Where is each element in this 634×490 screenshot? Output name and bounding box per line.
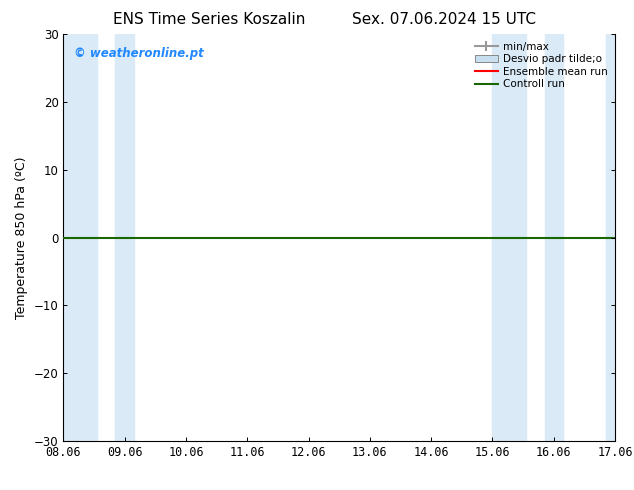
Bar: [545, 34, 563, 441]
Text: © weatheronline.pt: © weatheronline.pt: [74, 47, 204, 59]
Bar: [63, 34, 97, 441]
Legend: min/max, Desvio padr tilde;o, Ensemble mean run, Controll run: min/max, Desvio padr tilde;o, Ensemble m…: [473, 40, 610, 92]
Text: ENS Time Series Koszalin: ENS Time Series Koszalin: [113, 12, 306, 27]
Y-axis label: Temperature 850 hPa (ºC): Temperature 850 hPa (ºC): [15, 156, 29, 319]
Text: Sex. 07.06.2024 15 UTC: Sex. 07.06.2024 15 UTC: [352, 12, 536, 27]
Bar: [493, 34, 526, 441]
Bar: [605, 34, 615, 441]
Bar: [115, 34, 134, 441]
